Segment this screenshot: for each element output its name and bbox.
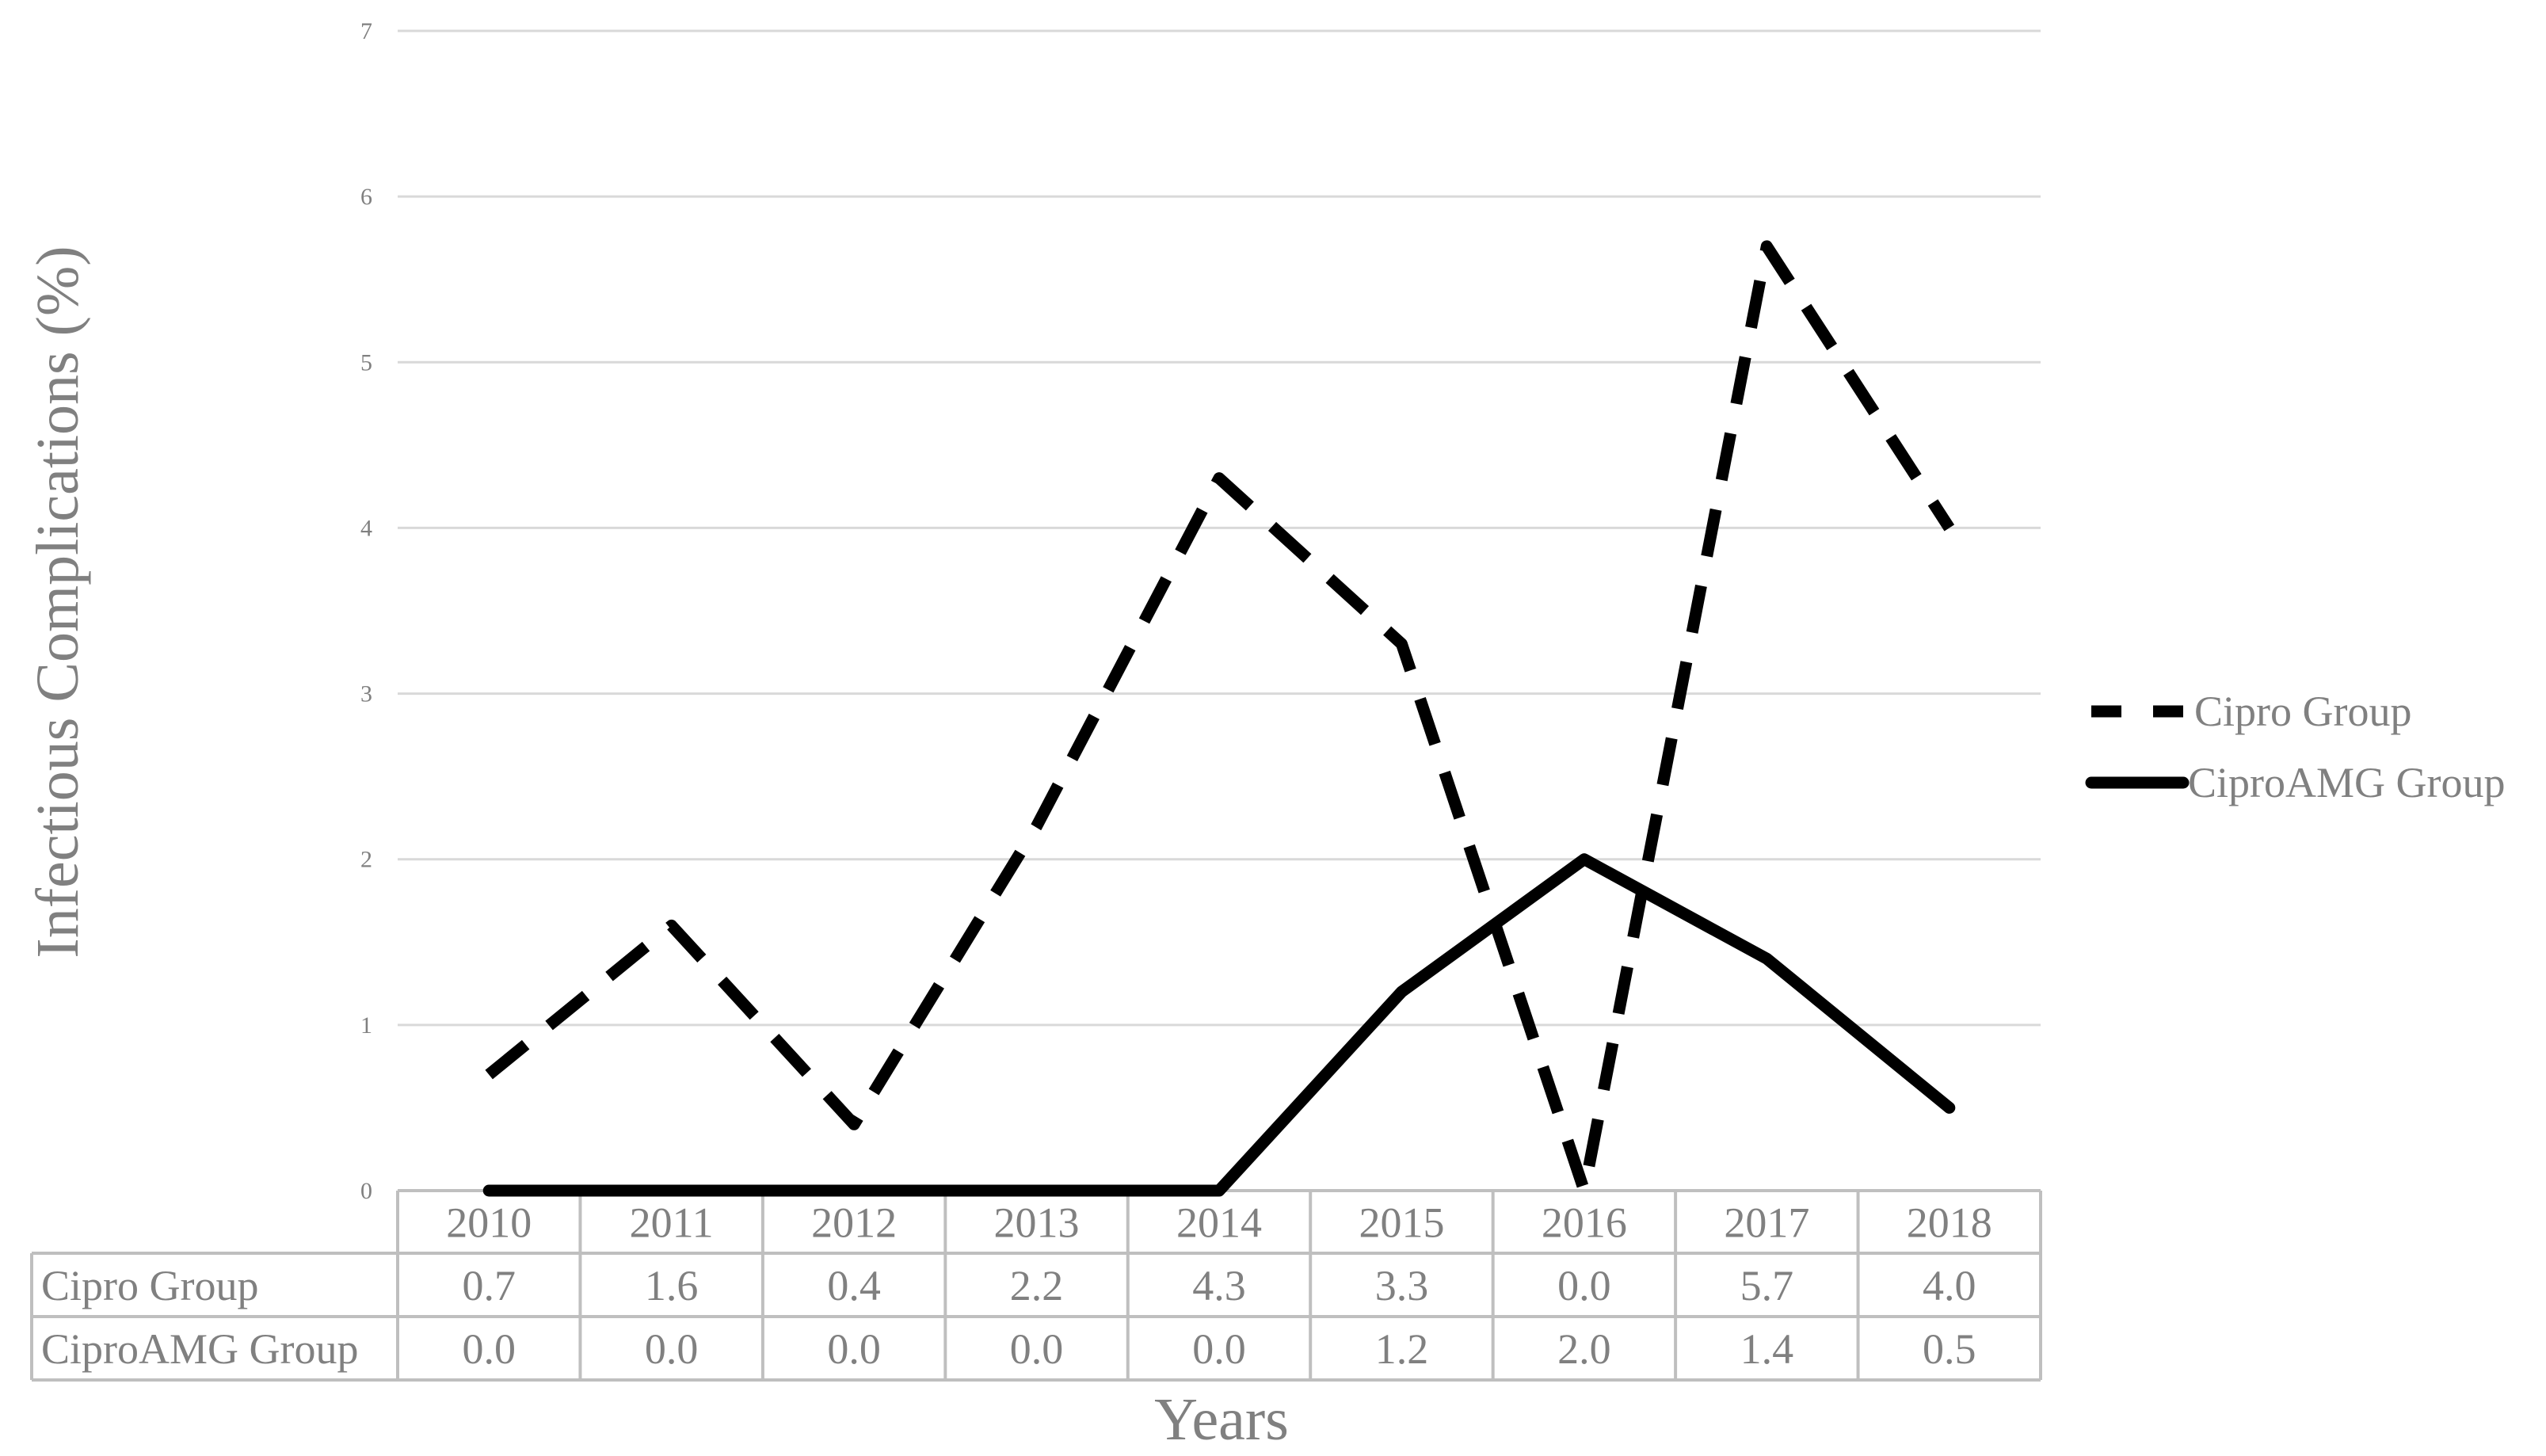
table-cell: 1.4: [1740, 1325, 1794, 1373]
x-tick-label: 2017: [1724, 1199, 1809, 1247]
y-tick-label: 5: [360, 349, 372, 375]
x-tick-label: 2012: [811, 1199, 897, 1247]
table-cell: 0.7: [462, 1262, 516, 1309]
series-line-1: [482, 853, 1956, 1197]
table-row-label: CiproAMG Group: [41, 1325, 359, 1373]
y-tick-label: 6: [360, 184, 372, 210]
table-cell: 5.7: [1740, 1262, 1794, 1309]
table-cell: 1.6: [645, 1262, 699, 1309]
series-line-0: [485, 240, 1955, 1197]
legend: Cipro Group CiproAMG Group: [2085, 688, 2506, 806]
table-cell: 1.2: [1375, 1325, 1429, 1373]
y-tick-label: 3: [360, 681, 372, 707]
legend-label: CiproAMG Group: [2188, 759, 2506, 806]
legend-label: Cipro Group: [2194, 688, 2411, 735]
table-cell: 3.3: [1375, 1262, 1429, 1309]
table-cell: 0.0: [1192, 1325, 1246, 1373]
x-tick-label: 2010: [446, 1199, 532, 1247]
table-cell: 0.5: [1923, 1325, 1976, 1373]
table-cell: 2.2: [1010, 1262, 1064, 1309]
y-tick-label: 7: [360, 18, 372, 44]
table-cell: 0.4: [827, 1262, 881, 1309]
y-tick-label: 1: [360, 1012, 372, 1039]
table-cell: 0.0: [827, 1325, 881, 1373]
x-tick-label: 2013: [994, 1199, 1080, 1247]
table-cell: 2.0: [1557, 1325, 1611, 1373]
table-cell: 0.0: [1010, 1325, 1064, 1373]
table-cell: 4.3: [1192, 1262, 1246, 1309]
table-row-label: Cipro Group: [41, 1262, 258, 1309]
x-tick-label: 2015: [1359, 1199, 1444, 1247]
y-axis-label: Infectious Complications (%): [25, 246, 91, 958]
table-cell: 4.0: [1923, 1262, 1976, 1309]
y-tick-label: 2: [360, 847, 372, 873]
x-tick-label: 2018: [1907, 1199, 1992, 1247]
plot-lines: [482, 240, 1956, 1197]
x-tick-label: 2014: [1176, 1199, 1262, 1247]
data-table: 2010 2011 2012 2013 2014 2015 2016 2017 2018 Cipr…: [30, 1189, 2042, 1382]
table-cell: 0.0: [645, 1325, 699, 1373]
table-cell: 0.0: [462, 1325, 516, 1373]
y-gridlines: [398, 29, 2041, 1027]
y-tick-label: 0: [360, 1178, 372, 1204]
x-axis-label: Years: [1154, 1386, 1289, 1453]
table-cell: 0.0: [1557, 1262, 1611, 1309]
y-tick-labels: 0 1 2 3 4 5 6 7: [360, 18, 372, 1204]
x-tick-label: 2011: [630, 1199, 714, 1247]
y-tick-label: 4: [360, 515, 372, 541]
x-tick-label: 2016: [1542, 1199, 1627, 1247]
